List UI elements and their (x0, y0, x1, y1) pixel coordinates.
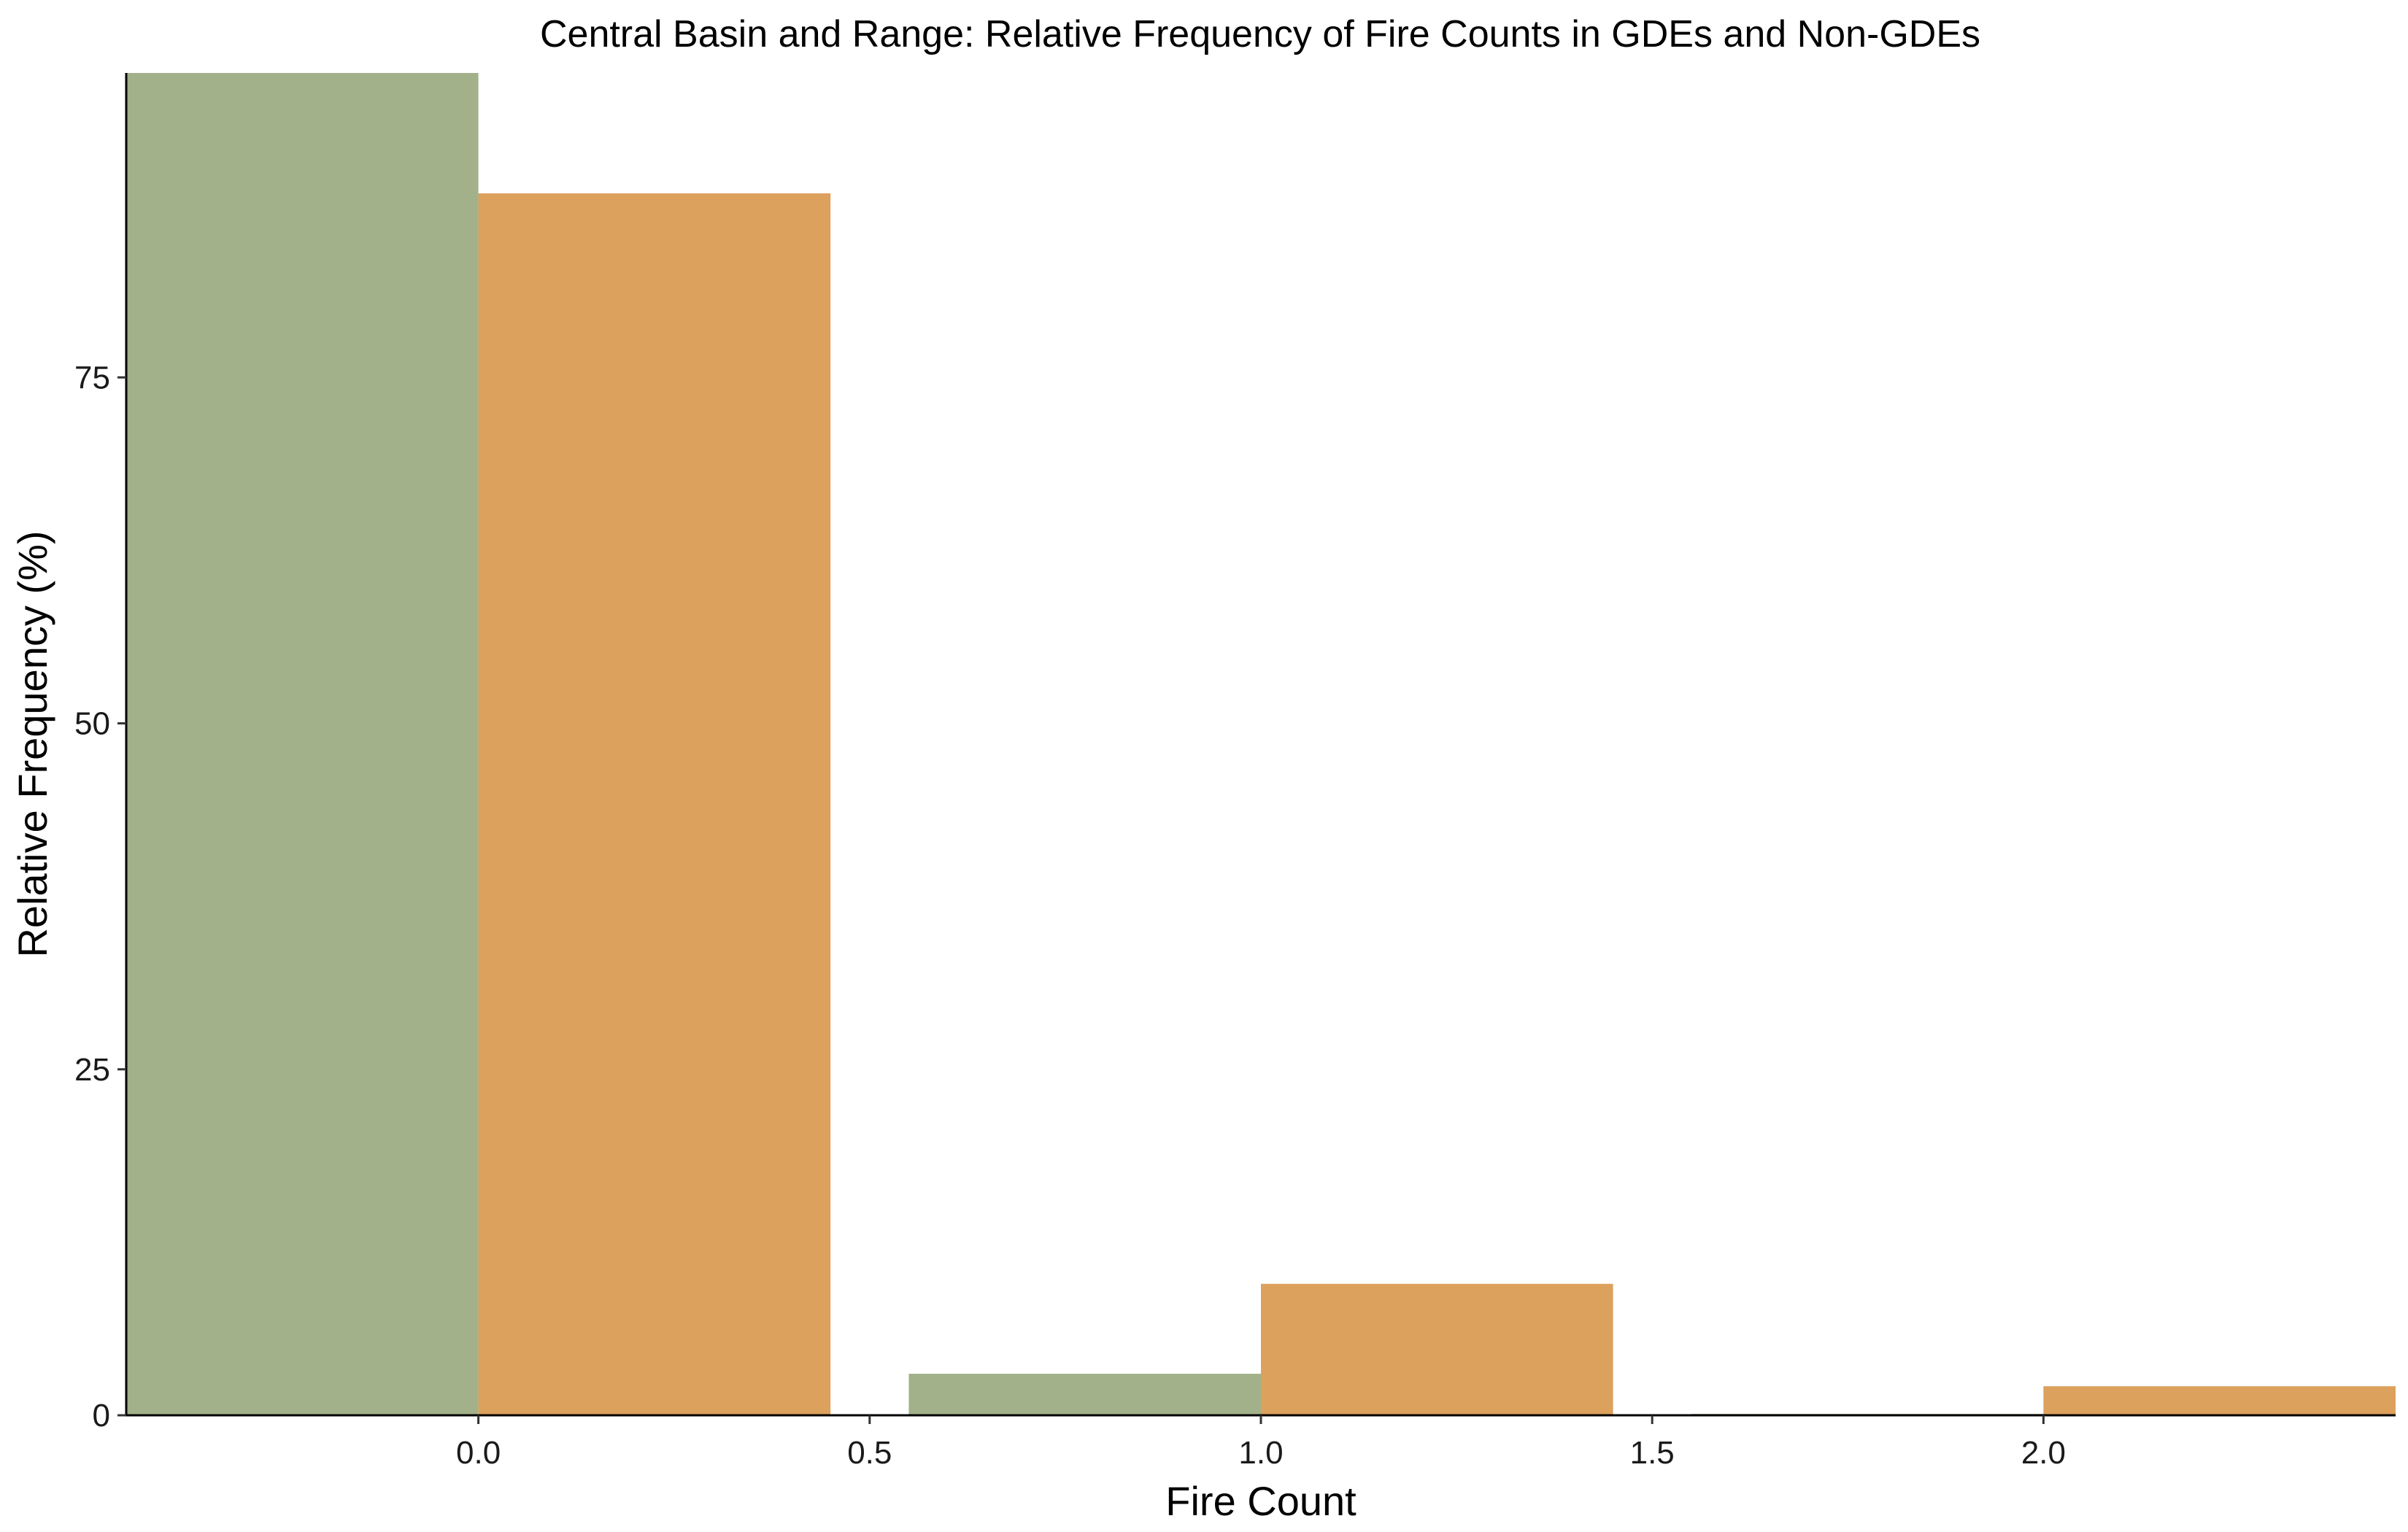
y-ticks-group: 0 25 50 75 (74, 360, 126, 1434)
bars-group (126, 73, 2396, 1416)
bar-series-1-x-1 (908, 1374, 1261, 1415)
x-ticks-group: 0.0 0.5 1.0 1.5 2.0 (456, 1415, 2066, 1471)
x-axis-title: Fire Count (1165, 1478, 1357, 1524)
y-tick-label: 0 (93, 1398, 110, 1434)
x-tick-label: 2.0 (2021, 1435, 2066, 1471)
y-tick-label: 25 (74, 1052, 110, 1088)
bar-series-1-x-0 (126, 73, 479, 1415)
bar-series-2-x-2 (2043, 1386, 2396, 1415)
y-axis-title: Relative Frequency (%) (9, 530, 55, 957)
x-tick-label: 0.0 (456, 1435, 501, 1471)
x-tick-label: 0.5 (847, 1435, 892, 1471)
bar-series-2-x-1 (1261, 1283, 1613, 1415)
y-tick-label: 75 (74, 360, 110, 395)
y-tick-label: 50 (74, 706, 110, 742)
x-tick-label: 1.0 (1238, 1435, 1283, 1471)
x-tick-label: 1.5 (1630, 1435, 1675, 1471)
chart-title: Central Basin and Range: Relative Freque… (540, 13, 1980, 55)
bar-series-2-x-0 (478, 193, 831, 1416)
